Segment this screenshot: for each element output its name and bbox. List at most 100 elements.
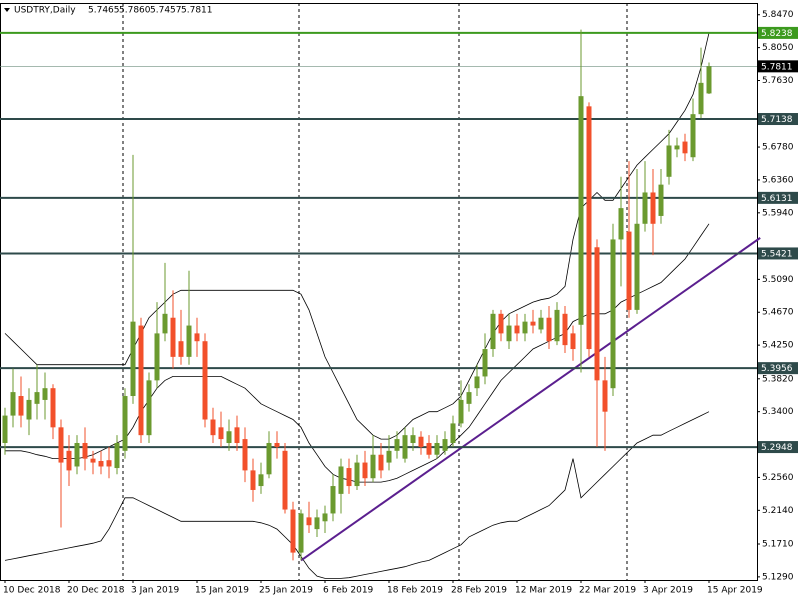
y-tick-label: 5.5090 (762, 275, 794, 285)
candle-body (538, 317, 544, 330)
candle-body (658, 184, 664, 216)
y-tick-label: 5.5940 (762, 208, 794, 218)
y-tick-label: 5.7630 (762, 76, 794, 86)
candle-body (82, 442, 88, 459)
separators (122, 3, 628, 580)
y-tick-label: 5.3400 (762, 407, 794, 417)
candle-body (698, 82, 704, 115)
candle-body (602, 380, 608, 412)
candle-body (50, 388, 56, 428)
x-tick-label: 15 Jan 2019 (195, 586, 249, 596)
header-open: 5.7465 (88, 6, 120, 16)
candle-body (666, 145, 672, 177)
candle-body (530, 321, 536, 326)
y-tick-label: 5.8470 (762, 10, 794, 20)
y-tick-label: 5.6360 (762, 175, 794, 185)
y-tick-label: 5.1290 (762, 572, 794, 582)
candle-body (234, 427, 240, 443)
candle-body (34, 392, 40, 404)
candle-body (490, 313, 496, 350)
candle-body (610, 239, 616, 389)
current-price-label: 5.7811 (761, 62, 793, 72)
candle-body (474, 376, 480, 389)
candle-body (138, 325, 144, 436)
header-low: 5.7457 (150, 6, 182, 16)
x-tick-label: 18 Feb 2019 (387, 586, 443, 596)
candle-body (618, 208, 624, 240)
candle-body (362, 462, 368, 479)
candle-body (330, 486, 336, 514)
price-level-label: 5.8238 (761, 29, 793, 39)
candle-body (274, 442, 280, 447)
candle-body (66, 450, 72, 471)
price-level-label: 5.2948 (761, 443, 793, 453)
price-level-box (758, 362, 798, 375)
candle-body (218, 427, 224, 440)
candle-body (370, 454, 376, 479)
candle-body (434, 442, 440, 455)
menu-triangle (4, 8, 10, 12)
current-price-box (758, 60, 798, 73)
candle-body (386, 450, 392, 463)
x-tick-label: 3 Jan 2019 (131, 586, 179, 596)
candle-body (26, 399, 32, 420)
candle-body (498, 313, 504, 334)
candle-body (186, 325, 192, 357)
x-tick-label: 3 Apr 2019 (643, 586, 693, 596)
price-level-box (758, 247, 798, 260)
candle-body (250, 470, 256, 490)
plot-frame (0, 3, 758, 581)
candle-body (162, 313, 168, 334)
candle-body (258, 474, 264, 487)
candle-body (194, 333, 200, 342)
candle-body (690, 114, 696, 158)
candle-body (298, 513, 304, 553)
y-tick-label: 5.1710 (762, 539, 794, 549)
y-tick-label: 5.3820 (762, 374, 794, 384)
candle-body (442, 439, 448, 451)
candle-body (410, 435, 416, 443)
candle-body (546, 317, 552, 342)
price-level-label: 5.3956 (761, 364, 793, 374)
candle-body (418, 436, 424, 447)
candle-body (514, 325, 520, 334)
candle-body (506, 325, 512, 342)
candle-body (578, 96, 584, 325)
candle-body (282, 450, 288, 510)
band-lower (4, 411, 710, 579)
candle-body (106, 460, 112, 467)
candle-body (154, 333, 160, 381)
candles (2, 29, 712, 561)
x-tick-label: 6 Feb 2019 (323, 586, 374, 596)
x-tick-label: 28 Feb 2019 (451, 586, 507, 596)
candle-body (130, 321, 136, 397)
candle-body (450, 423, 456, 443)
y-tick-label: 5.4670 (762, 308, 794, 318)
price-level-box (758, 191, 798, 204)
candle-body (626, 231, 632, 310)
candle-body (18, 396, 24, 416)
candle-body (322, 513, 328, 522)
candle-body (402, 435, 408, 459)
candle-body (650, 192, 656, 224)
y-tick-label: 5.8050 (762, 43, 794, 53)
candle-body (210, 419, 216, 436)
x-tick-label: 15 Apr 2019 (707, 586, 763, 596)
candle-body (426, 442, 432, 455)
candle-body (314, 517, 320, 530)
candle-body (178, 341, 184, 357)
price-level-label: 5.6131 (761, 194, 793, 204)
symbol: USDTRY,Daily (14, 6, 76, 16)
candle-body (98, 460, 104, 467)
candle-body (146, 380, 152, 436)
x-tick-label: 22 Mar 2019 (579, 586, 636, 596)
candle-body (570, 333, 576, 350)
candle-body (466, 392, 472, 404)
x-tick-label: 25 Jan 2019 (259, 586, 313, 596)
candle-body (354, 462, 360, 487)
candle-body (482, 349, 488, 377)
candle-body (2, 415, 8, 443)
header-high: 5.7860 (119, 6, 151, 16)
candle-body (74, 442, 80, 467)
